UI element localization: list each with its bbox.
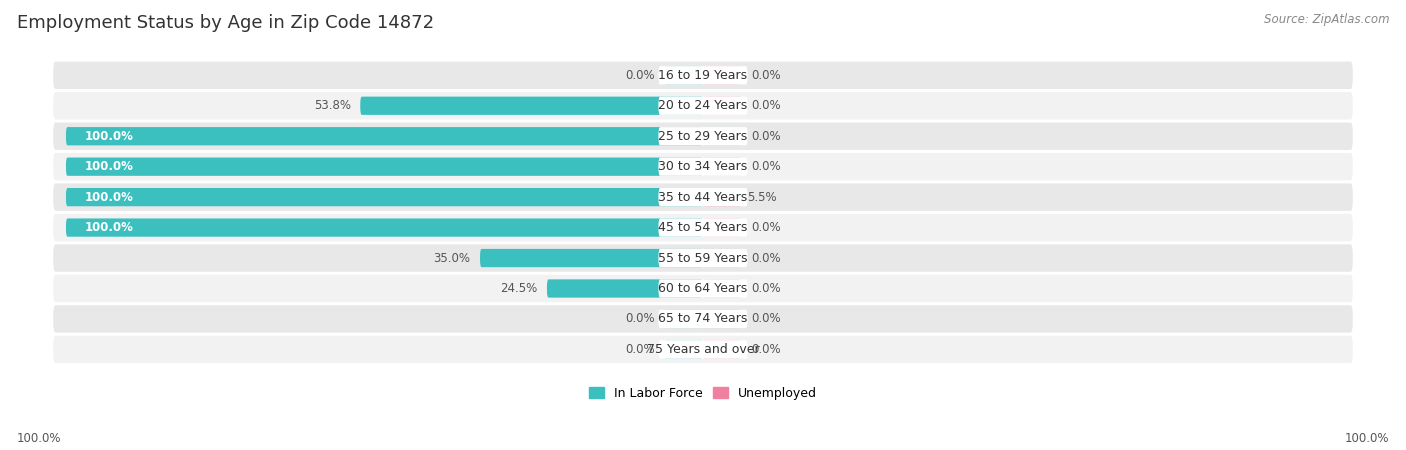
FancyBboxPatch shape: [703, 97, 741, 115]
Text: 0.0%: 0.0%: [751, 160, 780, 173]
FancyBboxPatch shape: [658, 340, 748, 359]
Text: 0.0%: 0.0%: [751, 99, 780, 112]
FancyBboxPatch shape: [665, 66, 703, 85]
FancyBboxPatch shape: [658, 127, 748, 145]
FancyBboxPatch shape: [66, 127, 703, 145]
FancyBboxPatch shape: [53, 244, 1353, 272]
Text: 100.0%: 100.0%: [86, 191, 134, 203]
Text: 45 to 54 Years: 45 to 54 Years: [658, 221, 748, 234]
FancyBboxPatch shape: [665, 310, 703, 328]
Text: 65 to 74 Years: 65 to 74 Years: [658, 312, 748, 325]
FancyBboxPatch shape: [658, 66, 748, 85]
FancyBboxPatch shape: [66, 188, 703, 206]
Text: 30 to 34 Years: 30 to 34 Years: [658, 160, 748, 173]
FancyBboxPatch shape: [703, 158, 741, 176]
Text: 24.5%: 24.5%: [501, 282, 537, 295]
FancyBboxPatch shape: [658, 188, 748, 206]
Text: 75 Years and over: 75 Years and over: [647, 343, 759, 356]
FancyBboxPatch shape: [360, 97, 703, 115]
Text: 0.0%: 0.0%: [751, 252, 780, 265]
Legend: In Labor Force, Unemployed: In Labor Force, Unemployed: [585, 383, 821, 404]
FancyBboxPatch shape: [703, 340, 741, 359]
FancyBboxPatch shape: [658, 249, 748, 267]
Text: 100.0%: 100.0%: [1344, 432, 1389, 446]
FancyBboxPatch shape: [53, 153, 1353, 180]
Text: 100.0%: 100.0%: [86, 130, 134, 143]
Text: 0.0%: 0.0%: [751, 343, 780, 356]
Text: 0.0%: 0.0%: [751, 130, 780, 143]
FancyBboxPatch shape: [53, 184, 1353, 211]
Text: 100.0%: 100.0%: [86, 221, 134, 234]
Text: 100.0%: 100.0%: [86, 160, 134, 173]
FancyBboxPatch shape: [703, 249, 741, 267]
FancyBboxPatch shape: [53, 122, 1353, 150]
FancyBboxPatch shape: [53, 275, 1353, 302]
FancyBboxPatch shape: [658, 310, 748, 328]
Text: 0.0%: 0.0%: [626, 312, 655, 325]
Text: Source: ZipAtlas.com: Source: ZipAtlas.com: [1264, 14, 1389, 27]
FancyBboxPatch shape: [658, 97, 748, 115]
FancyBboxPatch shape: [53, 336, 1353, 363]
FancyBboxPatch shape: [703, 218, 741, 237]
Text: 20 to 24 Years: 20 to 24 Years: [658, 99, 748, 112]
Text: 16 to 19 Years: 16 to 19 Years: [658, 69, 748, 82]
FancyBboxPatch shape: [53, 62, 1353, 89]
FancyBboxPatch shape: [703, 66, 741, 85]
FancyBboxPatch shape: [703, 279, 741, 297]
FancyBboxPatch shape: [53, 92, 1353, 119]
FancyBboxPatch shape: [66, 158, 703, 176]
Text: 35.0%: 35.0%: [433, 252, 471, 265]
Text: Employment Status by Age in Zip Code 14872: Employment Status by Age in Zip Code 148…: [17, 14, 434, 32]
FancyBboxPatch shape: [66, 218, 703, 237]
FancyBboxPatch shape: [658, 218, 748, 237]
FancyBboxPatch shape: [479, 249, 703, 267]
FancyBboxPatch shape: [547, 279, 703, 297]
FancyBboxPatch shape: [703, 127, 741, 145]
FancyBboxPatch shape: [53, 214, 1353, 241]
Text: 60 to 64 Years: 60 to 64 Years: [658, 282, 748, 295]
Text: 0.0%: 0.0%: [751, 69, 780, 82]
Text: 0.0%: 0.0%: [626, 343, 655, 356]
Text: 55 to 59 Years: 55 to 59 Years: [658, 252, 748, 265]
Text: 0.0%: 0.0%: [751, 312, 780, 325]
Text: 35 to 44 Years: 35 to 44 Years: [658, 191, 748, 203]
Text: 0.0%: 0.0%: [626, 69, 655, 82]
FancyBboxPatch shape: [703, 188, 741, 206]
FancyBboxPatch shape: [703, 310, 741, 328]
FancyBboxPatch shape: [665, 340, 703, 359]
Text: 0.0%: 0.0%: [751, 221, 780, 234]
Text: 25 to 29 Years: 25 to 29 Years: [658, 130, 748, 143]
Text: 100.0%: 100.0%: [17, 432, 62, 446]
FancyBboxPatch shape: [658, 279, 748, 297]
FancyBboxPatch shape: [658, 158, 748, 176]
FancyBboxPatch shape: [53, 305, 1353, 333]
Text: 5.5%: 5.5%: [748, 191, 778, 203]
Text: 0.0%: 0.0%: [751, 282, 780, 295]
Text: 53.8%: 53.8%: [314, 99, 350, 112]
